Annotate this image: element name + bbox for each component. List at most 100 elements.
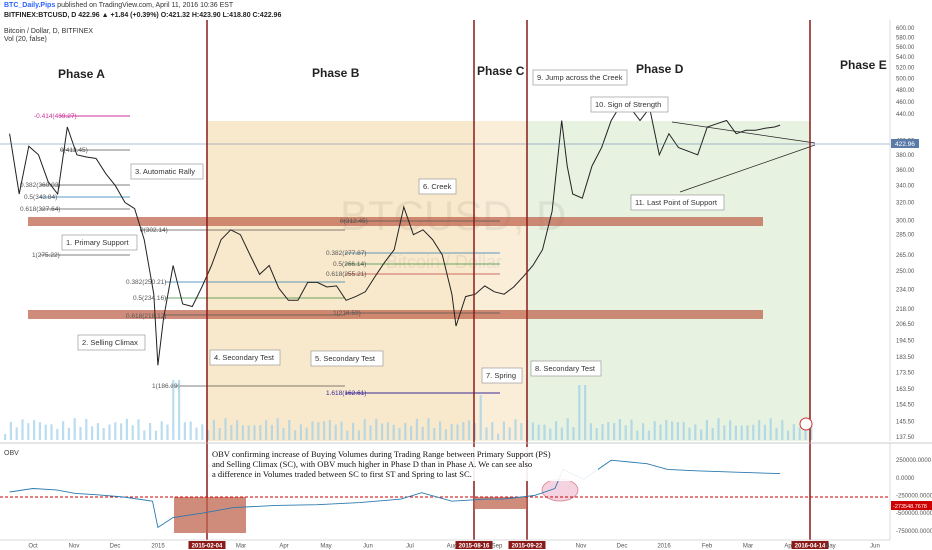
annotation-box (481, 367, 523, 384)
volume-bar (485, 427, 488, 440)
annotation-box (77, 334, 146, 351)
volume-bar (676, 422, 679, 440)
volume-bar (700, 429, 703, 440)
fib-label: 0.618(218.12) (126, 313, 166, 320)
volume-bar (607, 422, 610, 440)
volume-bar (183, 422, 186, 440)
volume-bars (4, 380, 813, 440)
volume-bar (166, 424, 169, 440)
volume-bar (27, 423, 30, 440)
volume-bar (96, 423, 99, 440)
volume-bar (508, 427, 511, 440)
time-tick-label: Dec (110, 544, 121, 550)
volume-bar (125, 418, 128, 440)
volume-bar (108, 424, 111, 440)
fib-label: 1(186.19) (152, 383, 180, 390)
volume-bar (688, 427, 691, 440)
price-tick-label: 320.00 (896, 201, 915, 207)
obv-value: -273548.7678 (893, 504, 927, 510)
volume-indicator-label: Vol (20, false) (4, 36, 47, 43)
volume-bar (717, 418, 720, 440)
volume-bar (410, 426, 413, 440)
volume-bar (456, 424, 459, 440)
volume-bar (143, 430, 146, 440)
fib-label: 0.382(360.03) (20, 182, 60, 189)
volume-bar (555, 421, 558, 440)
annotation-label: 5. Secondary Test (315, 354, 376, 363)
obv-tick-label: -250000.0000 (896, 494, 932, 500)
volume-bar (85, 418, 88, 440)
price-tick-label: 234.00 (896, 287, 915, 293)
volume-bar (758, 420, 761, 440)
volume-bar (56, 428, 59, 440)
fib-label: 1(218.59) (333, 310, 361, 317)
obv-note-line-1: OBV confirming increase of Buying Volume… (212, 449, 551, 459)
author-link[interactable]: BTC_Daily.Pips (4, 2, 56, 9)
fib-label: 0.5(234.16) (133, 295, 166, 302)
phase-d-markup-shade (527, 121, 810, 441)
volume-bar (137, 419, 140, 440)
time-marker-badge (188, 541, 226, 549)
volume-bar (462, 422, 465, 440)
volume-bar (207, 429, 210, 440)
volume-bar (450, 424, 453, 440)
annotation-label: 8. Secondary Test (535, 364, 596, 373)
price-tick-label: 380.00 (896, 153, 915, 159)
time-tick-label: 2015 (151, 544, 165, 550)
volume-bar (618, 419, 621, 440)
volume-bar (253, 425, 256, 440)
volume-bar (288, 420, 291, 440)
fib-label: 0.5(343.84) (24, 194, 57, 201)
volume-bar (91, 426, 94, 440)
annotation-box (590, 96, 669, 113)
time-tick-label: Nov (69, 544, 80, 550)
volume-bar (491, 422, 494, 440)
time-tick-label: Apr (784, 544, 793, 550)
volume-bar (201, 424, 204, 440)
annotation-label: 6. Creek (423, 182, 452, 191)
fib-label: 0(312.45) (340, 218, 368, 225)
time-marker-badge (508, 541, 546, 549)
time-tick-label: May (824, 544, 835, 550)
phase-b-title: Phase B (312, 66, 360, 80)
annotation-box (530, 360, 602, 377)
price-tick-label: 460.00 (896, 100, 915, 106)
event-flag-icon[interactable] (799, 417, 813, 431)
price-tick-label: 285.00 (896, 233, 915, 239)
volume-bar (241, 425, 244, 440)
volume-bar (543, 424, 546, 440)
volume-bar (792, 424, 795, 440)
primary-support-zone (28, 217, 763, 226)
price-tick-label: 480.00 (896, 88, 915, 94)
phase-c-range-shade (474, 121, 527, 441)
time-tick-label: 2015-02-04 (192, 544, 223, 550)
price-tick-label: 440.00 (896, 112, 915, 118)
symbol-title: Bitcoin / Dollar, D, BITFINEX (4, 28, 94, 35)
time-marker-badge (455, 541, 493, 549)
volume-bar (595, 428, 598, 440)
volume-bar (236, 420, 239, 440)
volume-bar (404, 422, 407, 440)
volume-bar (294, 430, 297, 440)
volume-bar (520, 423, 523, 440)
volume-bar (740, 425, 743, 440)
volume-bar (734, 425, 737, 440)
volume-bar (473, 423, 476, 440)
volume-bar (334, 424, 337, 440)
fib-label: 0.382(250.21) (126, 279, 166, 286)
volume-bar (630, 419, 633, 440)
phase-e-title: Phase E (840, 58, 887, 72)
price-tick-label: 300.00 (896, 218, 915, 224)
time-tick-label: May (320, 544, 331, 550)
phase-c-title: Phase C (477, 64, 525, 78)
volume-bar (363, 419, 366, 440)
price-tick-label: 560.00 (896, 45, 915, 51)
volume-bar (421, 426, 424, 440)
price-tick-label: 173.50 (896, 370, 915, 376)
volume-bar (67, 427, 70, 440)
volume-bar (624, 425, 627, 440)
annotation-label: 7. Spring (486, 371, 516, 380)
current-price-badge (891, 139, 919, 148)
volume-bar (44, 424, 47, 440)
volume-bar (752, 424, 755, 440)
